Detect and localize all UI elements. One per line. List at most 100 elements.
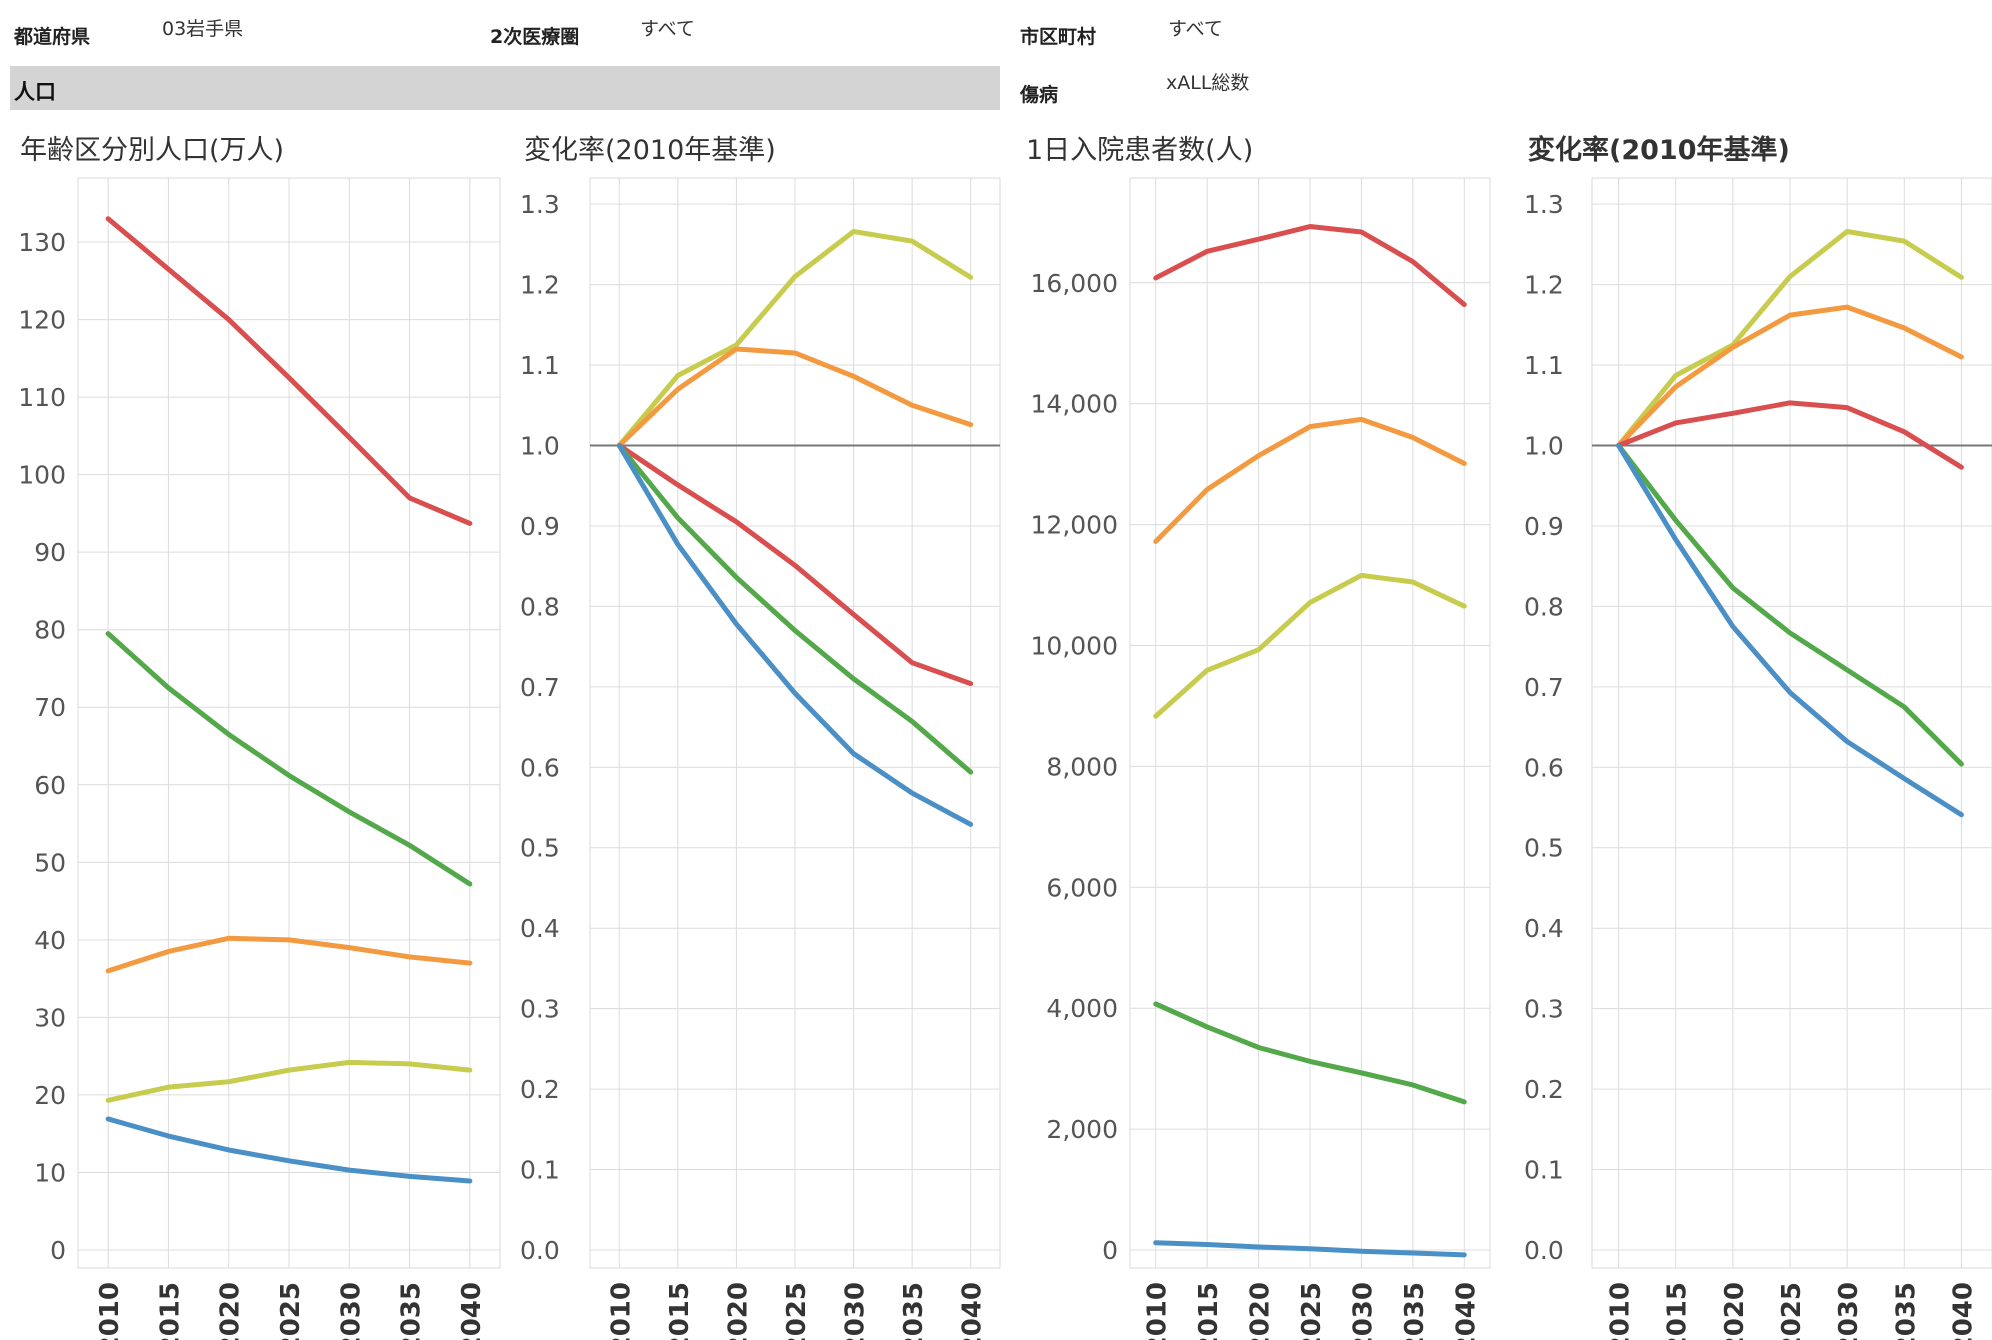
y-tick-label: 60 [34, 771, 66, 800]
region-value[interactable]: すべて [640, 18, 695, 40]
x-tick-label: 2035 [397, 1282, 427, 1340]
series-line-red [105, 216, 473, 526]
x-tick-label: 2030 [1348, 1282, 1378, 1340]
y-tick-label: 2,000 [1046, 1115, 1118, 1144]
series-line-blue [616, 442, 974, 827]
series-line-green [1616, 442, 1964, 767]
y-tick-label: 0.6 [520, 753, 560, 782]
series-line-orange [1153, 416, 1467, 545]
chart-title-population-rate: 変化率(2010年基準) [524, 135, 776, 166]
disease-value[interactable]: xALL総数 [1166, 72, 1250, 94]
x-tick-label: 2015 [665, 1282, 695, 1340]
x-tick-label: 2020 [723, 1282, 753, 1340]
chart-title-population: 年齢区分別人口(万人) [20, 135, 285, 166]
y-tick-label: 80 [34, 616, 66, 645]
x-tick-label: 2025 [1297, 1282, 1327, 1340]
y-tick-label: 0.4 [520, 914, 560, 943]
x-tick-label: 2010 [95, 1282, 125, 1340]
y-tick-label: 0.4 [1524, 914, 1564, 943]
y-tick-label: 0.2 [1524, 1075, 1564, 1104]
y-tick-label: 0.1 [520, 1156, 560, 1185]
y-tick-label: 0.3 [520, 995, 560, 1024]
x-tick-label: 2010 [1143, 1282, 1173, 1340]
y-tick-label: 0.1 [1524, 1156, 1564, 1185]
y-tick-label: 0.3 [1524, 995, 1564, 1024]
y-tick-label: 130 [18, 228, 66, 257]
y-tick-label: 10,000 [1031, 631, 1118, 660]
x-tick-label: 2025 [782, 1282, 812, 1340]
series-line-red [1153, 224, 1467, 308]
x-tick-label: 2040 [1948, 1282, 1978, 1340]
x-tick-label: 2030 [841, 1282, 871, 1340]
prefecture-label: 都道府県 [14, 26, 91, 48]
y-tick-label: 1.3 [1524, 190, 1564, 219]
city-value[interactable]: すべて [1168, 18, 1223, 40]
y-tick-label: 16,000 [1031, 269, 1118, 298]
y-tick-label: 90 [34, 538, 66, 567]
y-tick-label: 0.5 [1524, 834, 1564, 863]
y-tick-label: 1.1 [1524, 351, 1564, 380]
series-line-red [1616, 400, 1964, 470]
chart-title-inpatient-rate: 変化率(2010年基準) [1528, 135, 1790, 166]
city-label: 市区町村 [1020, 26, 1097, 48]
x-tick-label: 2040 [1451, 1282, 1481, 1340]
x-tick-label: 2020 [1246, 1282, 1276, 1340]
y-tick-label: 1.0 [520, 431, 560, 460]
chart-title-inpatients: 1日入院患者数(人) [1026, 135, 1254, 166]
y-tick-label: 0.0 [1524, 1236, 1564, 1265]
y-tick-label: 0.0 [520, 1236, 560, 1265]
y-tick-label: 20 [34, 1081, 66, 1110]
x-tick-label: 2035 [1400, 1282, 1430, 1340]
y-tick-label: 10 [34, 1158, 66, 1187]
series-line-blue [1616, 442, 1964, 818]
series-line-green [616, 442, 974, 775]
series-line-orange [105, 935, 473, 974]
y-tick-label: 50 [34, 848, 66, 877]
y-tick-label: 100 [18, 461, 66, 490]
x-tick-label: 2010 [606, 1282, 636, 1340]
x-tick-label: 2010 [1606, 1282, 1636, 1340]
x-tick-label: 2025 [1777, 1282, 1807, 1340]
population-section-bar [10, 66, 1000, 110]
region-label: 2次医療圏 [490, 26, 580, 48]
x-tick-label: 2015 [1194, 1282, 1224, 1340]
y-tick-label: 0.9 [520, 512, 560, 541]
plot-frame [1591, 177, 1992, 1269]
y-tick-label: 40 [34, 926, 66, 955]
x-tick-label: 2025 [276, 1282, 306, 1340]
y-tick-label: 110 [18, 383, 66, 412]
y-tick-label: 1.3 [520, 190, 560, 219]
prefecture-value[interactable]: 03岩手県 [162, 18, 244, 40]
y-tick-label: 0 [1102, 1236, 1118, 1265]
y-tick-label: 1.0 [1524, 431, 1564, 460]
series-line-yellow [1153, 572, 1467, 719]
y-tick-label: 0.7 [520, 673, 560, 702]
series-line-yellow [1616, 228, 1964, 448]
series-line-yellow [105, 1059, 473, 1103]
x-tick-label: 2040 [958, 1282, 988, 1340]
x-tick-label: 2015 [1663, 1282, 1693, 1340]
y-tick-label: 120 [18, 306, 66, 335]
x-tick-label: 2020 [1720, 1282, 1750, 1340]
y-tick-label: 1.2 [1524, 271, 1564, 300]
y-tick-label: 0.8 [520, 592, 560, 621]
y-tick-label: 14,000 [1031, 390, 1118, 419]
y-tick-label: 12,000 [1031, 511, 1118, 540]
series-line-blue [105, 1116, 473, 1184]
disease-label: 傷病 [1020, 84, 1059, 106]
y-tick-label: 0.6 [1524, 753, 1564, 782]
y-tick-label: 0.7 [1524, 673, 1564, 702]
y-tick-label: 6,000 [1046, 873, 1118, 902]
y-tick-label: 0.8 [1524, 592, 1564, 621]
series-line-yellow [616, 228, 974, 448]
x-tick-label: 2020 [216, 1282, 246, 1340]
y-tick-label: 8,000 [1046, 752, 1118, 781]
y-tick-label: 0.5 [520, 834, 560, 863]
x-tick-label: 2030 [1834, 1282, 1864, 1340]
y-tick-label: 0 [50, 1236, 66, 1265]
series-line-green [105, 631, 473, 887]
series-line-orange [616, 346, 974, 448]
x-tick-label: 2015 [155, 1282, 185, 1340]
x-tick-label: 2040 [457, 1282, 487, 1340]
